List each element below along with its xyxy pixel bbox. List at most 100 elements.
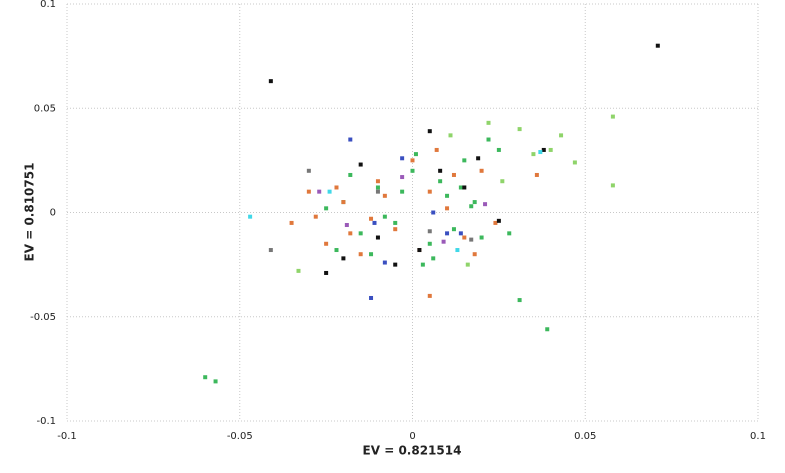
point	[306, 168, 311, 173]
point	[610, 114, 615, 119]
point	[507, 231, 512, 236]
y-tick-label: 0	[50, 208, 56, 219]
point	[434, 147, 439, 152]
point	[341, 256, 346, 261]
point	[486, 120, 491, 125]
point	[372, 220, 377, 225]
point	[445, 193, 450, 198]
point	[469, 204, 474, 209]
point	[334, 185, 339, 190]
point	[541, 147, 546, 152]
point	[324, 206, 329, 211]
x-tick-label: 0	[409, 431, 415, 442]
y-tick-label: 0.05	[34, 103, 56, 114]
point	[417, 248, 422, 253]
point	[534, 172, 539, 177]
point	[296, 268, 301, 273]
point	[462, 158, 467, 163]
x-tick-label: 0.1	[750, 431, 766, 442]
point	[358, 162, 363, 167]
point	[334, 248, 339, 253]
point	[455, 248, 460, 253]
point	[610, 183, 615, 188]
point	[462, 185, 467, 190]
point	[451, 227, 456, 232]
point	[545, 327, 550, 332]
point	[213, 379, 218, 384]
point	[375, 189, 380, 194]
point	[420, 262, 425, 267]
point	[538, 150, 543, 155]
point	[410, 168, 415, 173]
point	[448, 133, 453, 138]
point	[427, 129, 432, 134]
point	[451, 172, 456, 177]
point	[306, 189, 311, 194]
point	[369, 295, 374, 300]
point	[393, 220, 398, 225]
point	[324, 241, 329, 246]
point	[375, 235, 380, 240]
point	[572, 160, 577, 165]
point	[313, 214, 318, 219]
point	[410, 158, 415, 163]
point	[382, 260, 387, 265]
point	[268, 79, 273, 84]
point	[655, 43, 660, 48]
point	[348, 172, 353, 177]
point	[393, 227, 398, 232]
x-tick-label: -0.1	[57, 431, 77, 442]
point	[268, 248, 273, 253]
point	[369, 252, 374, 257]
point	[472, 200, 477, 205]
point	[486, 137, 491, 142]
point	[324, 270, 329, 275]
point	[496, 218, 501, 223]
point	[375, 185, 380, 190]
x-tick-label: 0.05	[574, 431, 596, 442]
point	[431, 210, 436, 215]
point	[393, 262, 398, 267]
point	[344, 223, 349, 228]
x-tick-label: -0.05	[227, 431, 253, 442]
point	[348, 231, 353, 236]
point	[382, 193, 387, 198]
point	[400, 175, 405, 180]
point	[465, 262, 470, 267]
point	[517, 298, 522, 303]
point	[427, 293, 432, 298]
point	[348, 137, 353, 142]
y-tick-label: 0.1	[40, 0, 56, 10]
point	[438, 179, 443, 184]
point	[400, 156, 405, 161]
y-axis-title: EV = 0.810751	[23, 163, 37, 262]
point	[341, 200, 346, 205]
point	[559, 133, 564, 138]
y-tick-label: -0.05	[30, 312, 56, 323]
point	[427, 189, 432, 194]
point	[496, 147, 501, 152]
point	[469, 237, 474, 242]
point	[400, 189, 405, 194]
point	[472, 252, 477, 257]
point	[289, 220, 294, 225]
point	[317, 189, 322, 194]
point	[458, 185, 463, 190]
point	[427, 241, 432, 246]
point	[431, 256, 436, 261]
point	[427, 229, 432, 234]
point	[375, 179, 380, 184]
point	[548, 147, 553, 152]
point	[500, 179, 505, 184]
y-tick-label: -0.1	[36, 416, 56, 427]
point	[358, 252, 363, 257]
point	[493, 220, 498, 225]
point	[382, 214, 387, 219]
point	[445, 231, 450, 236]
point	[358, 231, 363, 236]
x-axis-title: EV = 0.821514	[363, 444, 462, 458]
point	[483, 202, 488, 207]
point	[458, 231, 463, 236]
point	[203, 375, 208, 380]
